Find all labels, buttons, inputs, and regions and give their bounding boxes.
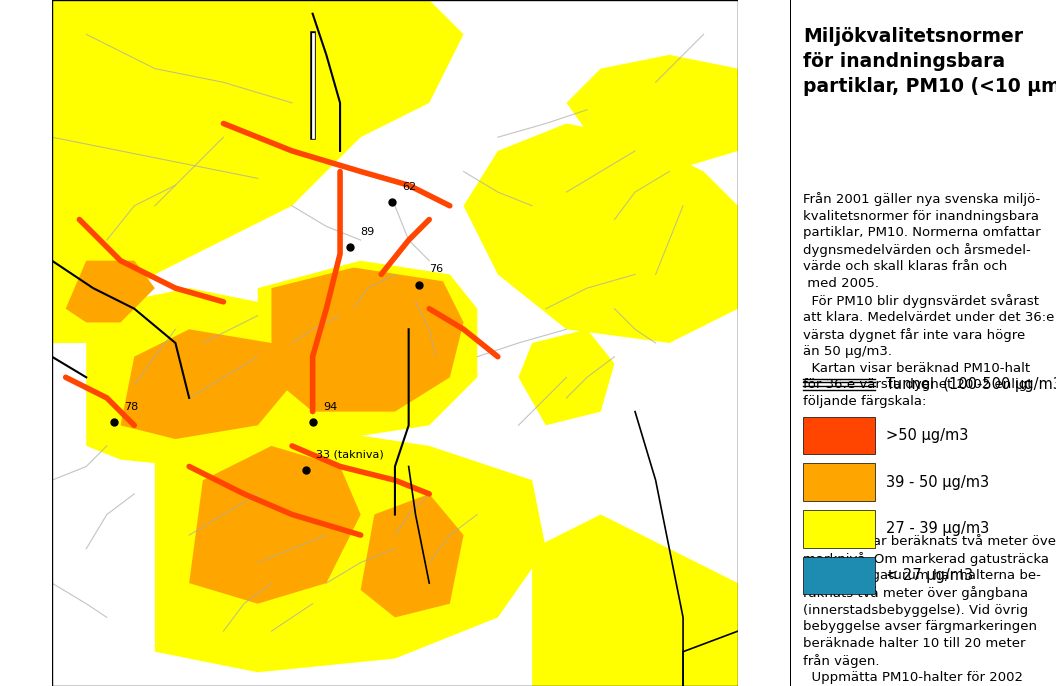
Bar	[804, 417, 875, 455]
Text: Tunnel  (100-500 μg/m3): Tunnel (100-500 μg/m3)	[886, 377, 1056, 392]
Polygon shape	[532, 514, 738, 686]
Polygon shape	[518, 329, 615, 425]
Text: < 27 μg/m3: < 27 μg/m3	[886, 568, 973, 583]
Polygon shape	[65, 261, 155, 322]
Polygon shape	[271, 268, 464, 412]
Polygon shape	[566, 55, 738, 172]
Text: 76: 76	[429, 264, 444, 274]
Text: 62: 62	[401, 182, 416, 192]
Bar	[804, 464, 875, 501]
Polygon shape	[52, 0, 464, 446]
Polygon shape	[258, 261, 477, 439]
Polygon shape	[189, 446, 361, 604]
Text: 33 (takniva): 33 (takniva)	[316, 449, 383, 460]
Text: Från 2001 gäller nya svenska miljö-
kvalitetsnormer för inandningsbara
partiklar: Från 2001 gäller nya svenska miljö- kval…	[804, 192, 1055, 408]
Text: 94: 94	[323, 401, 337, 412]
Text: Halterna har beräknats två meter över
marknivå. Om markerad gatusträcka
har slut: Halterna har beräknats två meter över ma…	[804, 535, 1056, 686]
Polygon shape	[155, 425, 546, 672]
Text: 27 - 39 μg/m3: 27 - 39 μg/m3	[886, 521, 988, 536]
Text: >50 μg/m3: >50 μg/m3	[886, 428, 968, 443]
Polygon shape	[120, 329, 293, 439]
Polygon shape	[464, 123, 738, 343]
Text: 78: 78	[124, 401, 138, 412]
Bar	[804, 510, 875, 547]
Text: 89: 89	[361, 226, 375, 237]
Text: 39 - 50 μg/m3: 39 - 50 μg/m3	[886, 475, 988, 490]
Bar	[804, 557, 875, 594]
Polygon shape	[361, 494, 464, 617]
Polygon shape	[87, 288, 340, 466]
Text: Miljökvalitetsnormer
för inandningsbara
partiklar, PM10 (<10 μm): Miljökvalitetsnormer för inandningsbara …	[804, 27, 1056, 97]
